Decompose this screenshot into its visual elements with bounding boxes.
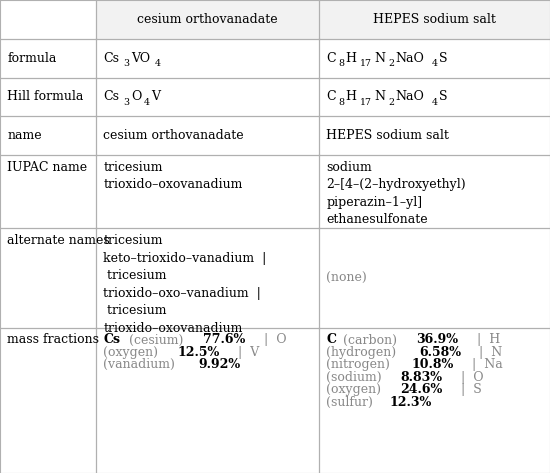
Text: 36.9%: 36.9% bbox=[416, 333, 458, 346]
Text: |  H: | H bbox=[469, 333, 500, 346]
Text: (vanadium): (vanadium) bbox=[103, 359, 179, 371]
Text: O: O bbox=[131, 90, 141, 104]
Text: |  S: | S bbox=[453, 383, 482, 396]
Text: S: S bbox=[439, 90, 448, 104]
Text: 2: 2 bbox=[388, 98, 394, 107]
Text: 3: 3 bbox=[123, 98, 130, 107]
Text: 77.6%: 77.6% bbox=[203, 333, 245, 346]
Text: |  N: | N bbox=[471, 346, 503, 359]
Text: 8.83%: 8.83% bbox=[401, 371, 443, 384]
Text: (hydrogen): (hydrogen) bbox=[326, 346, 400, 359]
Text: 8: 8 bbox=[338, 59, 344, 68]
Text: H: H bbox=[346, 52, 357, 65]
Text: (sulfur): (sulfur) bbox=[326, 395, 377, 409]
Text: (oxygen): (oxygen) bbox=[326, 383, 385, 396]
Text: |  Na: | Na bbox=[464, 359, 503, 371]
Text: 4: 4 bbox=[155, 59, 161, 68]
Text: |  O: | O bbox=[453, 371, 484, 384]
Text: (sodium): (sodium) bbox=[326, 371, 386, 384]
Text: 3: 3 bbox=[123, 59, 130, 68]
Text: sodium
2–[4–(2–hydroxyethyl)
piperazin–1–yl]
ethanesulfonate: sodium 2–[4–(2–hydroxyethyl) piperazin–1… bbox=[326, 161, 466, 226]
Text: (oxygen): (oxygen) bbox=[103, 346, 162, 359]
Text: C: C bbox=[326, 333, 336, 346]
Text: alternate names: alternate names bbox=[7, 234, 110, 247]
Text: |  O: | O bbox=[256, 333, 286, 346]
Text: HEPES sodium salt: HEPES sodium salt bbox=[326, 129, 449, 142]
Text: name: name bbox=[7, 129, 42, 142]
Text: 12.3%: 12.3% bbox=[390, 395, 432, 409]
Text: S: S bbox=[439, 52, 448, 65]
Text: 17: 17 bbox=[360, 98, 371, 107]
Text: 12.5%: 12.5% bbox=[177, 346, 219, 359]
Text: Cs: Cs bbox=[103, 90, 119, 104]
Text: (none): (none) bbox=[326, 272, 367, 285]
Text: 24.6%: 24.6% bbox=[400, 383, 442, 396]
Text: NaO: NaO bbox=[396, 52, 425, 65]
Text: cesium orthovanadate: cesium orthovanadate bbox=[103, 129, 244, 142]
Text: Cs: Cs bbox=[103, 333, 120, 346]
Bar bbox=[319, 0, 550, 39]
Text: N: N bbox=[375, 52, 386, 65]
Text: 4: 4 bbox=[432, 59, 438, 68]
Text: cesium orthovanadate: cesium orthovanadate bbox=[138, 13, 278, 26]
Text: formula: formula bbox=[7, 52, 57, 65]
Text: V: V bbox=[152, 90, 161, 104]
Text: H: H bbox=[346, 90, 357, 104]
Text: (nitrogen): (nitrogen) bbox=[326, 359, 394, 371]
Text: 10.8%: 10.8% bbox=[411, 359, 453, 371]
Text: VO: VO bbox=[131, 52, 150, 65]
Text: mass fractions: mass fractions bbox=[7, 333, 99, 346]
Text: 2: 2 bbox=[388, 59, 394, 68]
Text: (carbon): (carbon) bbox=[339, 333, 400, 346]
Bar bbox=[96, 0, 319, 39]
Text: HEPES sodium salt: HEPES sodium salt bbox=[373, 13, 496, 26]
Text: 17: 17 bbox=[360, 59, 371, 68]
Text: Cs: Cs bbox=[103, 52, 119, 65]
Text: 4: 4 bbox=[144, 98, 150, 107]
Text: N: N bbox=[375, 90, 386, 104]
Text: 9.92%: 9.92% bbox=[199, 359, 240, 371]
Text: (cesium): (cesium) bbox=[125, 333, 187, 346]
Text: 6.58%: 6.58% bbox=[419, 346, 461, 359]
Text: 8: 8 bbox=[338, 98, 344, 107]
Text: C: C bbox=[326, 90, 336, 104]
Text: |  V: | V bbox=[230, 346, 260, 359]
Text: Hill formula: Hill formula bbox=[7, 90, 84, 104]
Text: C: C bbox=[326, 52, 336, 65]
Text: IUPAC name: IUPAC name bbox=[7, 161, 87, 174]
Text: 4: 4 bbox=[432, 98, 438, 107]
Text: tricesium
trioxido–oxovanadium: tricesium trioxido–oxovanadium bbox=[103, 161, 243, 191]
Text: tricesium
keto–trioxido–vanadium  |
 tricesium
trioxido–oxo–vanadium  |
 tricesi: tricesium keto–trioxido–vanadium | trice… bbox=[103, 234, 267, 334]
Text: NaO: NaO bbox=[396, 90, 425, 104]
